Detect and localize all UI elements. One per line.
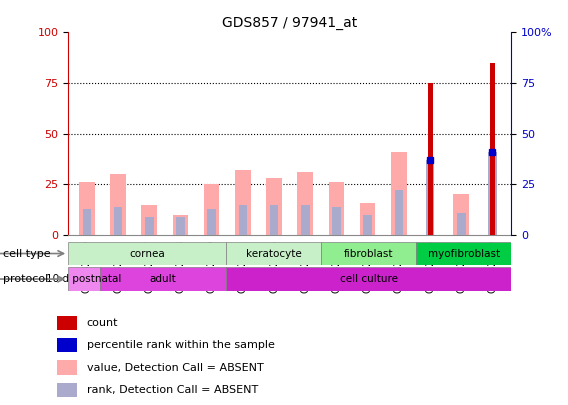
Bar [100, 267, 227, 291]
Bar [298, 172, 313, 235]
Bar [82, 209, 91, 235]
Bar [176, 217, 185, 235]
Bar [68, 267, 100, 291]
Bar [301, 205, 310, 235]
Bar [57, 360, 77, 375]
Bar [57, 316, 77, 330]
Bar [110, 174, 126, 235]
Bar [207, 209, 216, 235]
Bar [79, 182, 95, 235]
Text: percentile rank within the sample: percentile rank within the sample [87, 340, 275, 350]
Bar [235, 170, 250, 235]
Bar [321, 242, 416, 265]
Text: cell type: cell type [3, 249, 51, 259]
Text: cornea: cornea [130, 249, 165, 258]
Bar [145, 217, 153, 235]
Bar [395, 190, 403, 235]
Bar [239, 205, 247, 235]
Text: adult: adult [150, 274, 177, 284]
Text: count: count [87, 318, 118, 328]
Text: protocol: protocol [3, 274, 48, 284]
Bar [360, 202, 375, 235]
Bar [332, 207, 341, 235]
Bar [204, 184, 219, 235]
Text: value, Detection Call = ABSENT: value, Detection Call = ABSENT [87, 362, 264, 373]
Title: GDS857 / 97941_at: GDS857 / 97941_at [222, 16, 357, 30]
Bar [57, 383, 77, 397]
Bar [270, 205, 278, 235]
Bar [68, 242, 227, 265]
Text: myofibroblast: myofibroblast [428, 249, 500, 258]
Bar [426, 160, 435, 235]
Bar [57, 338, 77, 352]
Bar [490, 63, 495, 235]
Bar [227, 267, 511, 291]
Bar [114, 207, 122, 235]
Bar [141, 205, 157, 235]
Bar [173, 215, 188, 235]
Text: 10 d postnatal: 10 d postnatal [47, 274, 122, 284]
Bar [329, 182, 344, 235]
Text: fibroblast: fibroblast [344, 249, 394, 258]
Bar [457, 213, 466, 235]
Bar [364, 215, 372, 235]
Bar [227, 242, 321, 265]
Bar [416, 242, 511, 265]
Bar [428, 83, 433, 235]
Text: keratocyte: keratocyte [246, 249, 302, 258]
Text: rank, Detection Call = ABSENT: rank, Detection Call = ABSENT [87, 385, 258, 395]
Bar [266, 178, 282, 235]
Bar [488, 152, 497, 235]
Text: cell culture: cell culture [340, 274, 398, 284]
Bar [453, 194, 469, 235]
Bar [391, 152, 407, 235]
